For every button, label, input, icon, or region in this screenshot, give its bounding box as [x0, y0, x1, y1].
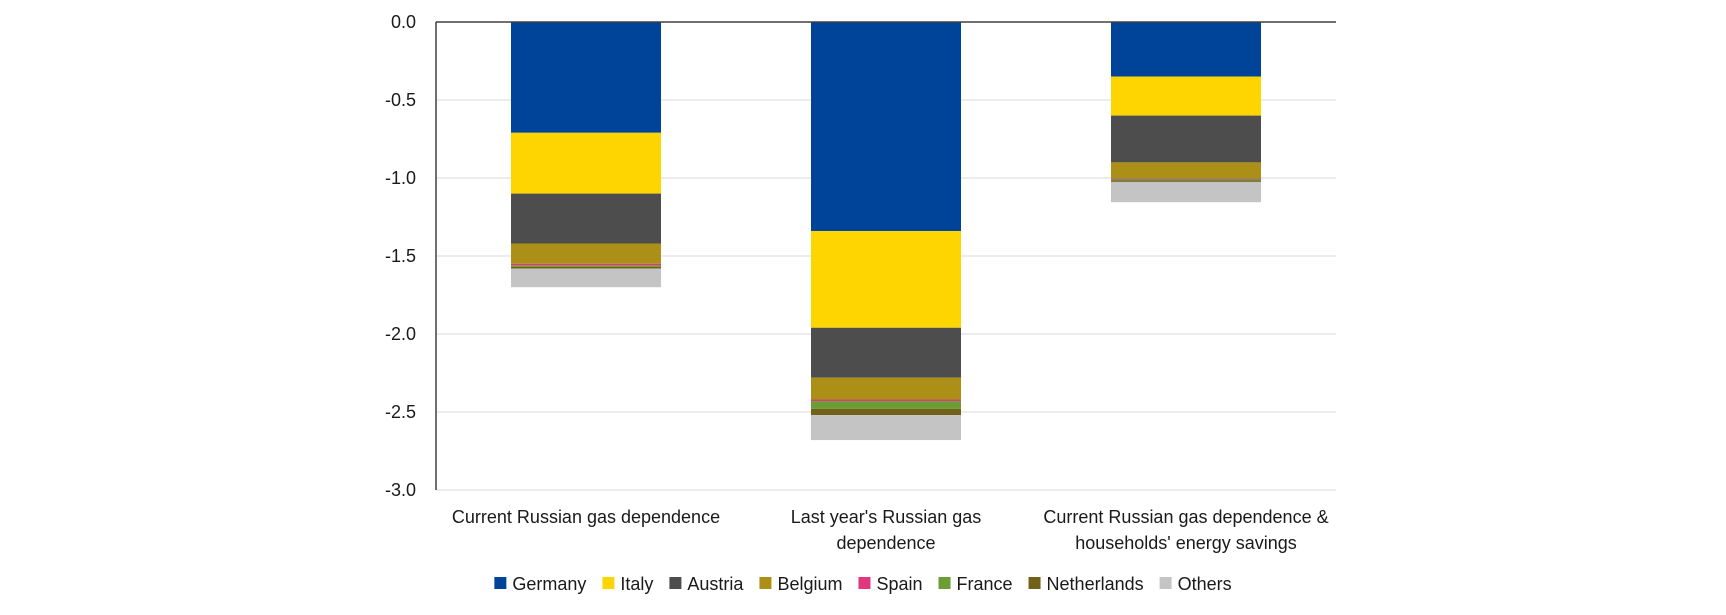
legend-swatch-germany	[494, 577, 507, 589]
bar-segment-italy	[511, 132, 661, 194]
bar-segment-spain	[1111, 178, 1261, 179]
legend-label-netherlands: Netherlands	[1047, 574, 1144, 594]
y-tick-label: -1.5	[385, 246, 416, 266]
legend-label-france: France	[957, 574, 1013, 594]
bar-segment-belgium	[811, 377, 961, 400]
bar-segment-belgium	[511, 243, 661, 264]
y-tick-label: -2.5	[385, 402, 416, 422]
legend-label-spain: Spain	[876, 574, 922, 594]
bar-segment-austria	[1111, 115, 1261, 163]
bar-segment-netherlands	[511, 266, 661, 269]
x-axis-category-labels: Current Russian gas dependence Last year'…	[452, 507, 1329, 553]
bar-segment-spain	[511, 263, 661, 266]
bar-segment-others	[811, 415, 961, 441]
bars	[511, 22, 1261, 441]
bar-segment-others	[511, 268, 661, 288]
legend-label-italy: Italy	[620, 574, 653, 594]
bar-segment-italy	[811, 231, 961, 328]
legend-swatch-italy	[602, 577, 615, 589]
legend-swatch-austria	[669, 577, 682, 589]
bar-segment-france	[811, 401, 961, 409]
bar-segment-austria	[511, 193, 661, 244]
x-category-label: Current Russian gas dependence &	[1043, 507, 1328, 527]
y-tick-label: -2.0	[385, 324, 416, 344]
bar-segment-belgium	[1111, 162, 1261, 178]
legend: Germany Italy Austria Belgium Spain France Net…	[494, 574, 1232, 594]
bar-segment-france	[1111, 178, 1261, 181]
bar-segment-germany	[811, 22, 961, 232]
legend-swatch-others	[1159, 577, 1172, 589]
x-category-label: Current Russian gas dependence	[452, 507, 720, 527]
legend-label-belgium: Belgium	[777, 574, 842, 594]
bar-segment-france	[511, 265, 661, 267]
y-axis-ticks: 0.0 -0.5 -1.0 -1.5 -2.0 -2.5 -3.0	[385, 12, 416, 500]
bar-segment-germany	[511, 22, 661, 133]
x-category-label: dependence	[836, 533, 935, 553]
x-category-label: households' energy savings	[1075, 533, 1297, 553]
bar-segment-netherlands	[1111, 180, 1261, 182]
y-tick-label: 0.0	[391, 12, 416, 32]
y-tick-label: -1.0	[385, 168, 416, 188]
y-tick-label: -3.0	[385, 480, 416, 500]
legend-swatch-france	[938, 577, 951, 589]
bar-segment-germany	[1111, 22, 1261, 77]
bar-segment-others	[1111, 181, 1261, 203]
bar-segment-spain	[811, 399, 961, 402]
x-category-label: Last year's Russian gas	[791, 507, 982, 527]
axes	[435, 21, 1336, 490]
legend-label-germany: Germany	[512, 574, 586, 594]
legend-swatch-netherlands	[1028, 577, 1041, 589]
legend-label-others: Others	[1178, 574, 1232, 594]
y-tick-label: -0.5	[385, 90, 416, 110]
bar-segment-netherlands	[811, 408, 961, 416]
legend-swatch-belgium	[759, 577, 772, 589]
bar-segment-austria	[811, 327, 961, 378]
legend-label-austria: Austria	[687, 574, 744, 594]
bar-segment-italy	[1111, 76, 1261, 116]
legend-swatch-spain	[858, 577, 871, 589]
